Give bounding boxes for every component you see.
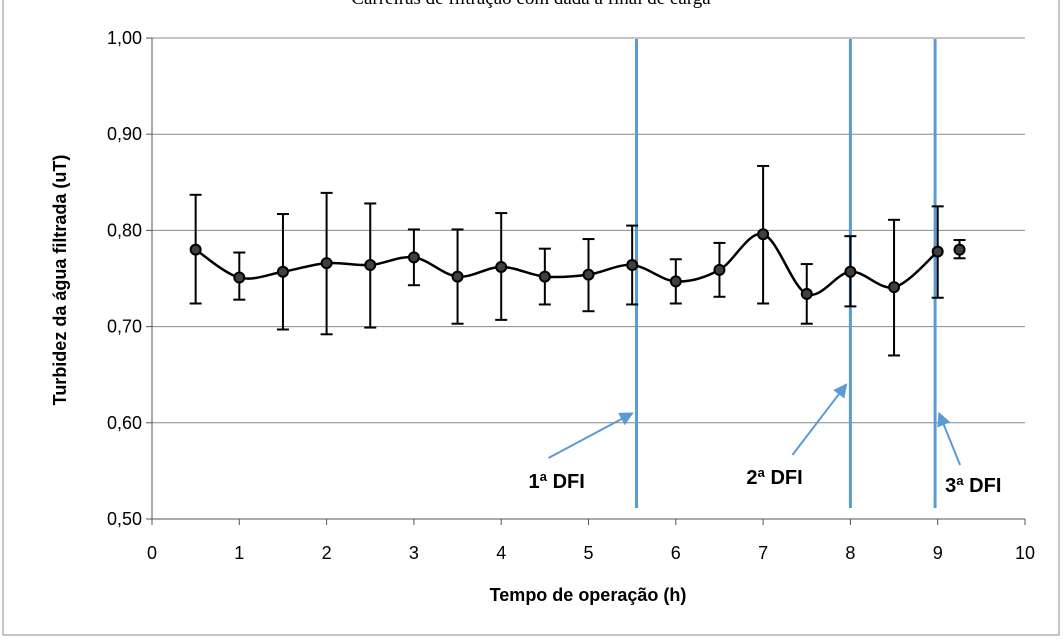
data-point — [931, 245, 944, 258]
data-point — [669, 275, 682, 288]
y-tick-label: 0,80 — [107, 220, 142, 240]
dfi-label: 1ª DFI — [529, 471, 585, 493]
data-point — [407, 251, 420, 264]
data-point — [582, 268, 595, 281]
x-tick-label: 0 — [147, 543, 157, 563]
series-layer — [194, 232, 939, 297]
data-point — [189, 243, 202, 256]
data-point — [364, 259, 377, 272]
x-tick-label: 2 — [322, 543, 332, 563]
x-tick-label: 10 — [1015, 543, 1035, 563]
dfi-label: 3ª DFI — [945, 475, 1001, 497]
axis-layer: 0,50 0,60 0,70 0,80 0,90 1,00 0 1 2 3 4 5 6 7 8 9 10 — [107, 28, 1035, 563]
x-tick-label: 9 — [933, 543, 943, 563]
x-tick-label: 6 — [671, 543, 681, 563]
y-axis-label: Turbidez da água filtrada (uT) — [50, 155, 70, 406]
data-point — [233, 271, 246, 284]
data-point — [713, 263, 726, 276]
y-tick-label: 0,70 — [107, 317, 142, 337]
dfi-arrow — [791, 383, 848, 456]
data-point — [538, 270, 551, 283]
x-tick-label: 5 — [583, 543, 593, 563]
marker-layer — [189, 228, 966, 300]
data-point — [953, 243, 966, 256]
dfi-label: 2ª DFI — [746, 467, 802, 489]
data-point — [757, 228, 770, 241]
series-line — [194, 232, 939, 297]
data-point — [495, 260, 508, 273]
x-tick-label: 8 — [845, 543, 855, 563]
data-point — [888, 281, 901, 294]
dfi-layer: 1ª DFI 2ª DFI 3ª DFI — [529, 39, 1001, 508]
x-tick-label: 1 — [234, 543, 244, 563]
y-tick-label: 0,60 — [107, 413, 142, 433]
data-point — [451, 270, 464, 283]
grid-layer — [152, 37, 1025, 424]
chart-title: Carreiras de filtração com dada a final … — [351, 0, 711, 9]
dfi-arrow — [937, 411, 962, 466]
data-point — [626, 259, 639, 272]
y-tick-label: 1,00 — [107, 28, 142, 48]
x-tick-label: 7 — [758, 543, 768, 563]
x-tick-label: 3 — [409, 543, 419, 563]
dfi-arrow — [548, 412, 634, 459]
x-axis-label: Tempo de operação (h) — [490, 585, 687, 605]
y-tick-label: 0,50 — [107, 509, 142, 529]
x-tick-label: 4 — [496, 543, 506, 563]
data-point — [844, 265, 857, 278]
data-point — [276, 265, 289, 278]
y-tick-label: 0,90 — [107, 124, 142, 144]
data-point — [320, 257, 333, 270]
data-point — [800, 287, 813, 300]
